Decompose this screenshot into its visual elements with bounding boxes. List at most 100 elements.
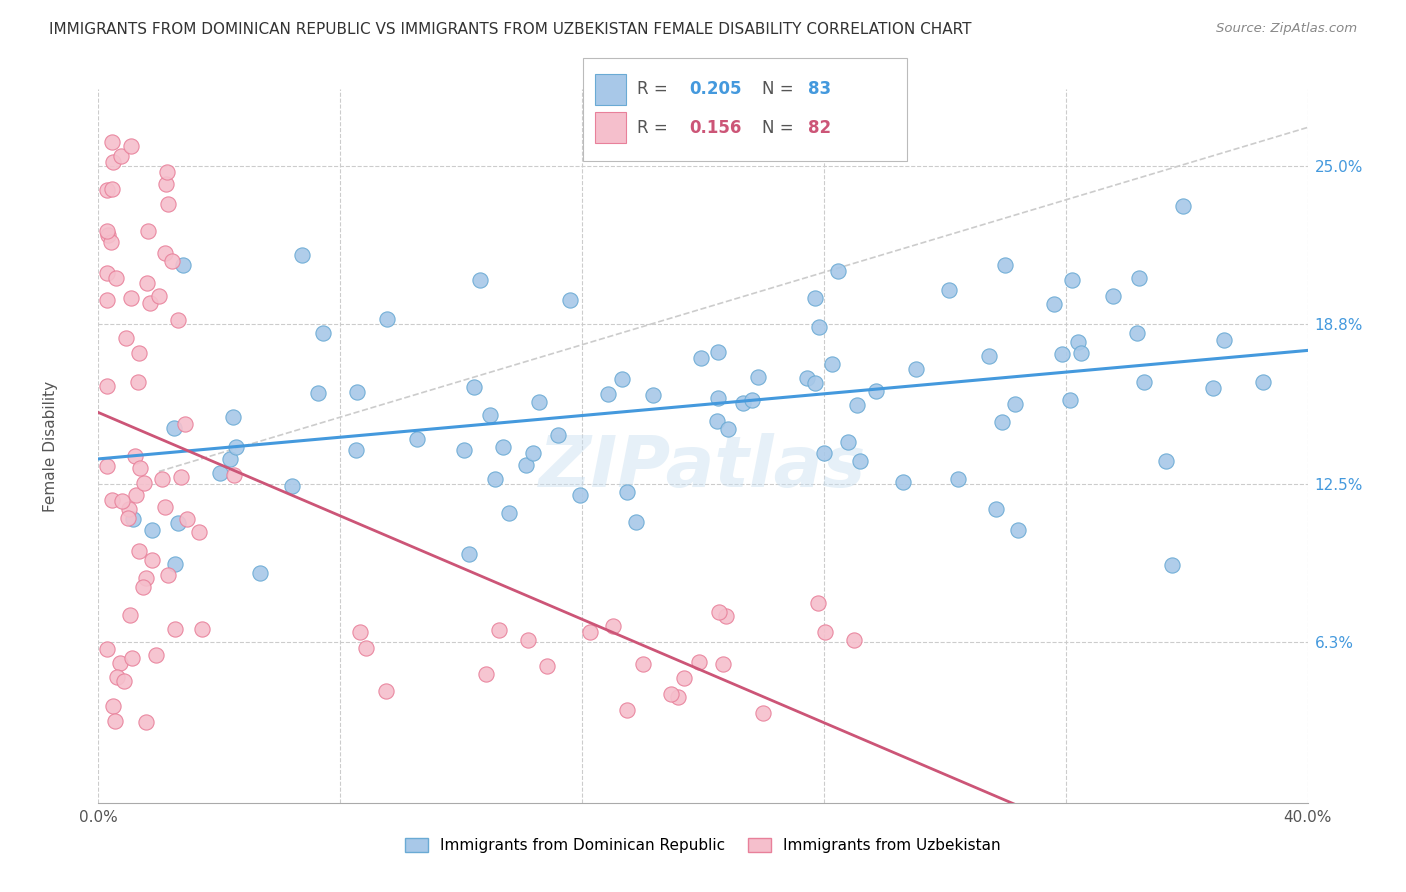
Text: Female Disability: Female Disability <box>42 380 58 512</box>
Point <box>118 608 141 623</box>
Point <box>1128 271 1150 285</box>
Point <box>568 488 591 502</box>
Point <box>356 640 378 655</box>
Text: IMMIGRANTS FROM DOMINICAN REPUBLIC VS IMMIGRANTS FROM UZBEKISTAN FEMALE DISABILI: IMMIGRANTS FROM DOMINICAN REPUBLIC VS IM… <box>49 22 972 37</box>
Point <box>104 714 127 728</box>
Point <box>128 544 150 558</box>
Point <box>100 493 122 508</box>
Text: 83: 83 <box>808 80 831 98</box>
Point <box>1070 346 1092 360</box>
Point <box>814 625 837 640</box>
Text: 0.156: 0.156 <box>689 119 741 136</box>
Point <box>844 633 866 648</box>
Point <box>96 183 118 197</box>
Point <box>558 293 581 307</box>
Point <box>225 441 247 455</box>
Legend: Immigrants from Dominican Republic, Immigrants from Uzbekistan: Immigrants from Dominican Republic, Immi… <box>399 832 1007 859</box>
Point <box>188 524 211 539</box>
Point <box>804 291 827 305</box>
Text: 0.205: 0.205 <box>689 80 741 98</box>
Point <box>127 375 149 389</box>
Point <box>132 580 155 594</box>
Point <box>690 351 713 366</box>
Point <box>1004 397 1026 411</box>
Point <box>821 357 844 371</box>
Point <box>491 440 513 454</box>
Point <box>124 449 146 463</box>
Point <box>105 670 128 684</box>
Point <box>616 703 638 717</box>
Point <box>633 657 655 672</box>
Point <box>938 283 960 297</box>
Point <box>1126 326 1149 340</box>
Point <box>141 553 163 567</box>
Point <box>1212 333 1234 347</box>
Point <box>136 224 159 238</box>
Point <box>711 657 734 671</box>
Point <box>1171 199 1194 213</box>
Point <box>1202 380 1225 394</box>
Text: N =: N = <box>762 80 799 98</box>
Point <box>536 658 558 673</box>
Point <box>752 706 775 720</box>
Point <box>488 623 510 637</box>
Point <box>139 296 162 310</box>
Point <box>463 380 485 394</box>
Point <box>101 155 124 169</box>
Point <box>837 434 859 449</box>
Point <box>96 266 118 280</box>
Point <box>101 698 124 713</box>
Point <box>688 655 710 669</box>
Point <box>714 609 737 624</box>
Point <box>659 687 682 701</box>
Point <box>498 506 520 520</box>
Point <box>128 460 150 475</box>
Point <box>865 384 887 399</box>
Point <box>219 452 242 467</box>
Point <box>120 139 142 153</box>
Point <box>453 443 475 458</box>
Point <box>172 258 194 272</box>
Point <box>155 246 177 260</box>
Point <box>249 566 271 581</box>
Point <box>122 512 145 526</box>
Point <box>128 346 150 360</box>
Point <box>111 494 134 508</box>
Point <box>1059 392 1081 407</box>
Point <box>150 472 173 486</box>
Point <box>813 445 835 459</box>
Point <box>796 371 818 385</box>
Point <box>1161 558 1184 572</box>
Point <box>977 349 1000 363</box>
Point <box>845 398 868 412</box>
Point <box>115 331 138 345</box>
Point <box>120 291 142 305</box>
Point <box>1050 347 1073 361</box>
Point <box>344 443 367 458</box>
Point <box>602 618 624 632</box>
Point <box>707 391 730 405</box>
Point <box>167 516 190 530</box>
Point <box>346 384 368 399</box>
Point <box>717 422 740 436</box>
Point <box>707 345 730 359</box>
Text: 82: 82 <box>808 119 831 136</box>
Point <box>101 135 124 149</box>
Point <box>104 270 127 285</box>
Point <box>904 361 927 376</box>
Point <box>804 376 827 390</box>
Point <box>96 378 118 392</box>
Point <box>375 684 398 698</box>
Point <box>163 420 186 434</box>
Point <box>1154 454 1177 468</box>
Point <box>827 263 849 277</box>
Point <box>191 622 214 636</box>
Point <box>135 571 157 585</box>
Point <box>515 458 537 472</box>
Point <box>475 667 498 681</box>
Point <box>96 458 118 473</box>
Text: R =: R = <box>637 119 673 136</box>
Point <box>112 674 135 689</box>
Text: N =: N = <box>762 119 799 136</box>
Point <box>598 387 620 401</box>
